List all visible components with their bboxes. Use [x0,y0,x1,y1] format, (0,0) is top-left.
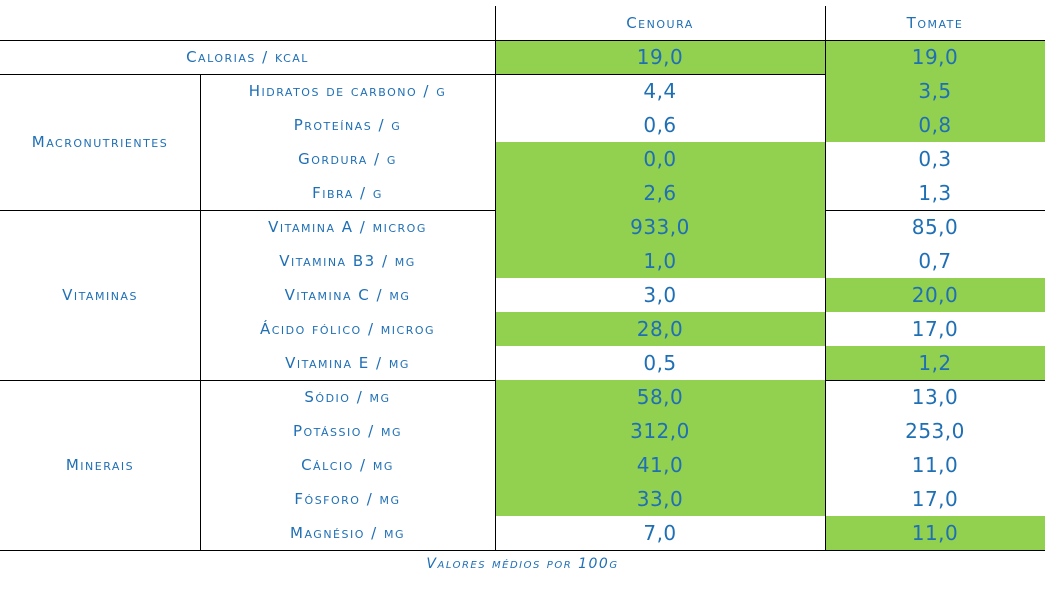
row-label: Proteínas / g [293,116,402,134]
cenoura-value: 1,0 [495,244,825,278]
row-label: Vitamina B3 / mg [279,252,416,270]
row-label: Potássio / mg [292,422,403,440]
tomate-value: 0,8 [825,108,1045,142]
header-cenoura: Cenoura [626,14,694,32]
cenoura-value: 41,0 [495,448,825,482]
rule-header [0,40,1045,41]
cenoura-value: 0,5 [643,351,677,375]
cenoura-value: 33,0 [495,482,825,516]
row-label: Gordura / g [298,150,397,168]
tomate-value: 11,0 [825,516,1045,550]
group-label: Macronutrientes [31,133,169,151]
row-label: Fibra / g [312,184,383,202]
rule-group-divider-0 [200,74,201,210]
table-caption: Valores médios por 100g [426,556,619,572]
cenoura-value: 933,0 [495,210,825,244]
tomate-value: 1,3 [918,181,952,205]
group-label: Vitaminas [62,286,138,304]
row-label: Hidratos de carbono / g [248,82,447,100]
header-tomate: Tomate [906,14,964,32]
calorias-tomate-value: 19,0 [825,40,1045,74]
tomate-value: 0,7 [918,249,952,273]
cenoura-value: 3,0 [643,283,677,307]
cenoura-value: 4,4 [643,79,677,103]
tomate-value: 0,3 [918,147,952,171]
rule-col-tomate [825,6,826,550]
cenoura-value: 0,6 [643,113,677,137]
cenoura-value: 28,0 [495,312,825,346]
row-label: Ácido fólico / microg [259,320,436,338]
tomate-value: 85,0 [911,215,959,239]
calorias-cenoura-value: 19,0 [495,40,825,74]
rule-group-divider-1 [200,210,201,380]
tomate-value: 3,5 [825,74,1045,108]
tomate-value: 1,2 [825,346,1045,380]
rule-group-0 [0,74,1045,75]
row-label: Vitamina A / microg [268,218,427,236]
cenoura-value: 2,6 [495,176,825,210]
row-label: Magnésio / mg [290,524,405,542]
tomate-value: 253,0 [905,419,965,443]
cenoura-value: 0,0 [495,142,825,176]
row-label: Sódio / mg [304,388,391,406]
cenoura-value: 312,0 [495,414,825,448]
row-label: Fósforo / mg [294,490,401,508]
rule-col-cenoura [495,6,496,550]
rule-bottom [0,550,1045,551]
cenoura-value: 58,0 [495,380,825,414]
tomate-value: 13,0 [911,385,959,409]
tomate-value: 11,0 [911,453,959,477]
tomate-value: 17,0 [911,487,959,511]
row-label: Vitamina C / mg [284,286,411,304]
rule-group-divider-2 [200,380,201,550]
row-label: Cálcio / mg [301,456,394,474]
calorias-label: Calorias / kcal [186,48,309,66]
tomate-value: 17,0 [911,317,959,341]
cenoura-value: 7,0 [643,521,677,545]
row-label: Vitamina E / mg [285,354,410,372]
group-label: Minerais [65,456,135,474]
tomate-value: 20,0 [825,278,1045,312]
